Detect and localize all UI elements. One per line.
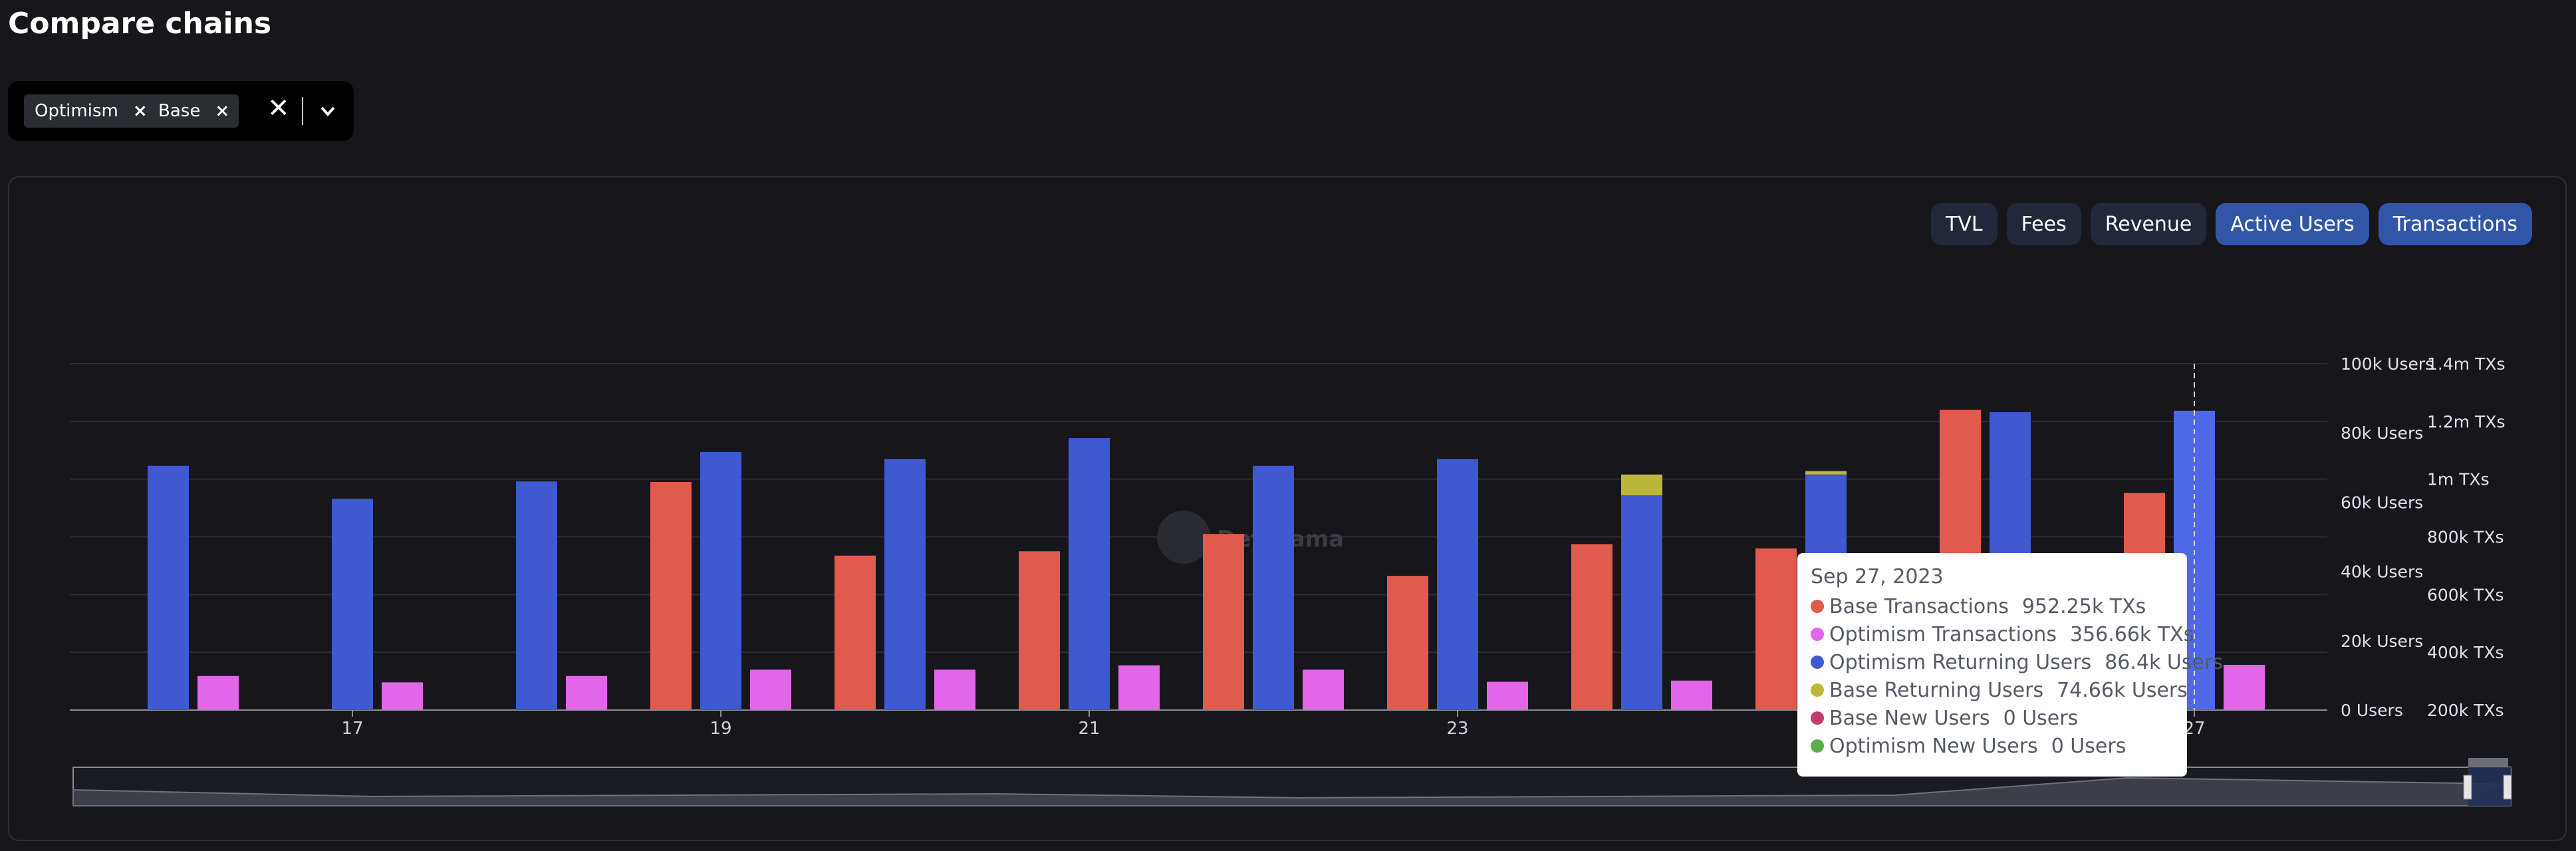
bar-base-returning-users <box>1805 471 1847 475</box>
bar-optimism-transactions <box>750 669 791 710</box>
series-dot-icon <box>1811 711 1824 725</box>
metric-tabs: TVL Fees Revenue Active Users Transactio… <box>1931 203 2532 245</box>
y-axes: 0 Users 20k Users 40k Users 60k Users 80k Us… <box>2341 354 2505 720</box>
bar-base-transactions <box>1571 544 1612 710</box>
chevron-down-icon[interactable] <box>318 101 338 121</box>
tooltip-label: Base New Users <box>1829 706 1990 730</box>
tooltip-row: Optimism Transactions 356.66k TXs <box>1811 620 2194 648</box>
bar-optimism-returning-users <box>1437 459 1478 710</box>
tooltip: Sep 27, 2023 Base Transactions 952.25k TX… <box>1797 553 2223 777</box>
tooltip-row: Base New Users 0 Users <box>1811 704 2174 732</box>
chain-select[interactable]: Optimism × Base × ✕ <box>8 81 354 141</box>
tab-transactions[interactable]: Transactions <box>2378 203 2532 245</box>
y-left-tick-label: 80k Users <box>2341 424 2423 443</box>
bar-optimism-returning-users <box>516 481 557 710</box>
y-right-tick-label: 200k TXs <box>2427 701 2504 720</box>
bar-optimism-transactions <box>382 682 423 710</box>
bars <box>148 410 2265 710</box>
bar-optimism-transactions <box>1118 665 1160 710</box>
series-dot-icon <box>1811 628 1824 641</box>
tooltip-value: 74.66k Users <box>2057 678 2188 702</box>
bar-optimism-transactions <box>1671 680 1712 710</box>
y-left-tick-label: 0 Users <box>2341 701 2403 720</box>
y-right-tick-label: 1.4m TXs <box>2427 354 2505 374</box>
series-dot-icon <box>1811 739 1824 753</box>
tooltip-label: Optimism Transactions <box>1829 622 2057 646</box>
bar-base-returning-users <box>1621 474 1662 495</box>
x-tick-label: 21 <box>1078 719 1100 739</box>
bar-optimism-returning-users <box>332 499 373 710</box>
bar-optimism-transactions <box>197 675 239 710</box>
x-tick-label: 19 <box>709 719 731 739</box>
bar-optimism-returning-users <box>1621 495 1662 710</box>
bar-base-transactions <box>1387 576 1428 710</box>
bar-optimism-transactions <box>566 675 607 710</box>
tooltip-date: Sep 27, 2023 <box>1811 565 1944 588</box>
bar-base-transactions <box>1203 534 1244 710</box>
tab-tvl[interactable]: TVL <box>1931 203 1997 245</box>
bar-optimism-transactions <box>1487 681 1528 710</box>
tooltip-value: 86.4k Users <box>2105 650 2223 674</box>
tooltip-value: 0 Users <box>2051 734 2126 758</box>
page-title: Compare chains <box>8 7 272 41</box>
tooltip-value: 356.66k TXs <box>2069 622 2194 646</box>
zoom-slider[interactable] <box>72 758 2512 806</box>
series-dot-icon <box>1811 683 1824 697</box>
y-left-tick-label: 40k Users <box>2341 562 2423 582</box>
bar-base-transactions <box>1755 548 1797 710</box>
bar-optimism-returning-users <box>1253 465 1294 710</box>
bar-optimism-returning-users <box>884 459 926 710</box>
tooltip-label: Optimism New Users <box>1829 734 2038 758</box>
y-left-tick-label: 60k Users <box>2341 493 2423 512</box>
tab-active-users[interactable]: Active Users <box>2216 203 2369 245</box>
tooltip-value: 952.25k TXs <box>2021 594 2146 618</box>
y-right-tick-label: 400k TXs <box>2427 643 2504 662</box>
zoom-drag-handle[interactable] <box>2468 758 2508 767</box>
tooltip-label: Optimism Returning Users <box>1829 650 2092 674</box>
y-left-tick-label: 100k Users <box>2341 354 2434 374</box>
tooltip-row: Optimism Returning Users 86.4k Users <box>1811 648 2223 676</box>
tooltip-label: Base Transactions <box>1829 594 2009 618</box>
bar-optimism-transactions <box>934 669 975 710</box>
bar-optimism-transactions <box>2224 664 2265 710</box>
tooltip-rows: Base Transactions 952.25k TXs Optimism Tra… <box>1811 592 2223 760</box>
bar-base-transactions <box>835 555 876 710</box>
x-tick-label: 23 <box>1446 719 1468 739</box>
y-right-tick-label: 800k TXs <box>2427 528 2504 547</box>
zoom-handle-right[interactable] <box>2503 775 2512 800</box>
tab-fees[interactable]: Fees <box>2006 203 2081 245</box>
tooltip-row: Optimism New Users 0 Users <box>1811 732 2174 760</box>
x-tick-label: 17 <box>341 719 363 739</box>
chip-remove-icon[interactable]: × <box>132 101 148 121</box>
y-right-tick-label: 600k TXs <box>2427 585 2504 604</box>
y-right-tick-label: 1.2m TXs <box>2427 412 2505 431</box>
chip-label: Optimism <box>35 101 118 121</box>
tooltip-label: Base Returning Users <box>1829 678 2044 702</box>
series-dot-icon <box>1811 656 1824 669</box>
bar-base-transactions <box>650 482 692 710</box>
bar-optimism-transactions <box>1303 669 1344 710</box>
tooltip-row: Base Returning Users 74.66k Users <box>1811 676 2188 704</box>
chip-base: Base × <box>148 94 239 128</box>
bar-optimism-returning-users <box>1069 438 1110 710</box>
chip-label: Base <box>158 101 201 121</box>
bar-optimism-returning-users <box>148 465 189 710</box>
y-left-tick-label: 20k Users <box>2341 632 2423 651</box>
divider <box>302 97 303 125</box>
series-dot-icon <box>1811 600 1824 613</box>
chip-optimism: Optimism × <box>24 94 157 128</box>
tab-revenue[interactable]: Revenue <box>2090 203 2207 245</box>
zoom-handle-left[interactable] <box>2463 775 2472 800</box>
bar-base-transactions <box>1019 551 1060 710</box>
chip-remove-icon[interactable]: × <box>215 101 230 121</box>
watermark: DefiLlama <box>1157 511 1344 564</box>
tooltip-value: 0 Users <box>2003 706 2079 730</box>
tooltip-row: Base Transactions 952.25k TXs <box>1811 592 2174 620</box>
clear-all-icon[interactable]: ✕ <box>267 93 290 124</box>
bar-optimism-returning-users <box>700 451 741 710</box>
y-right-tick-label: 1m TXs <box>2427 470 2490 489</box>
